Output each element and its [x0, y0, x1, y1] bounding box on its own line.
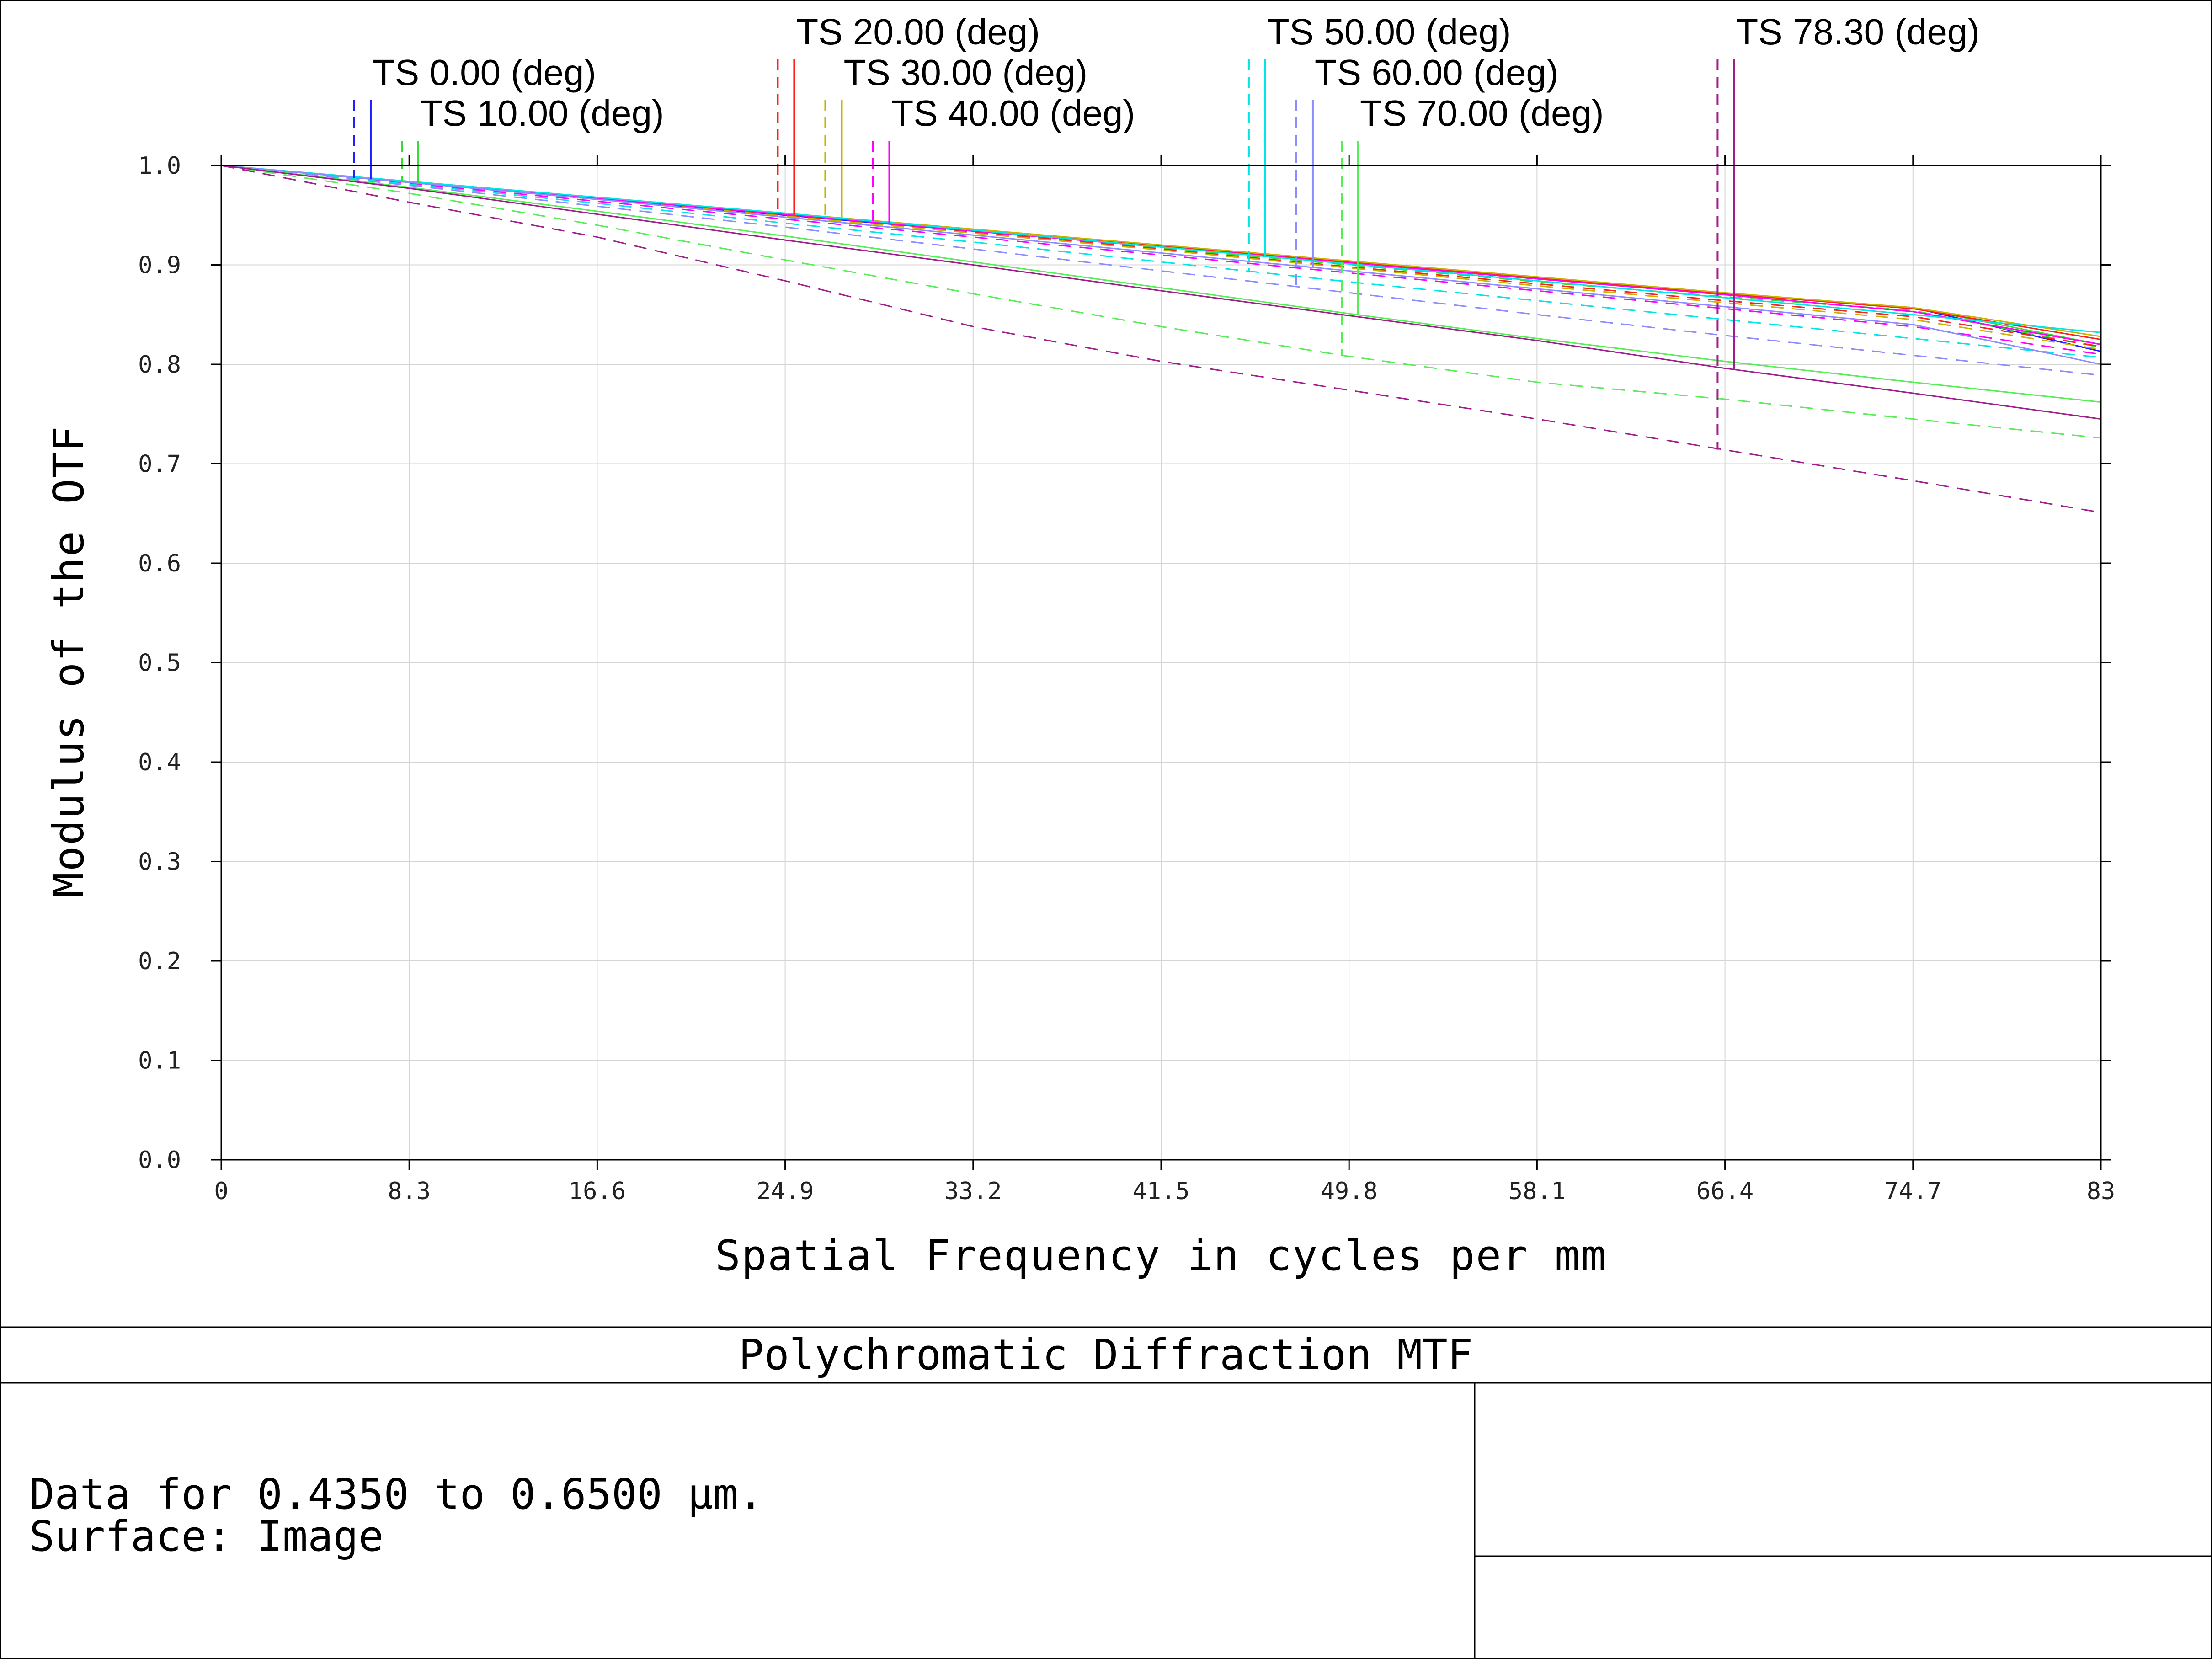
y-axis-title: Modulus of the OTF: [44, 426, 93, 898]
y-tick-label: 0.5: [138, 650, 181, 677]
y-tick-label: 0.1: [138, 1047, 181, 1075]
x-tick-label: 74.7: [1884, 1178, 1941, 1205]
field-label: TS 20.00 (deg): [796, 11, 1040, 52]
footer-title: Polychromatic Diffraction MTF: [739, 1330, 1473, 1379]
x-tick-label: 49.8: [1321, 1178, 1378, 1205]
y-tick-label: 0.4: [138, 749, 181, 776]
field-label: TS 0.00 (deg): [373, 52, 596, 93]
y-tick-label: 0.0: [138, 1147, 181, 1174]
x-tick-label: 58.1: [1508, 1178, 1566, 1205]
y-tick-label: 0.7: [138, 451, 181, 478]
field-label: TS 50.00 (deg): [1267, 11, 1511, 52]
x-tick-label: 66.4: [1696, 1178, 1754, 1205]
y-tick-label: 0.3: [138, 848, 181, 876]
sagittal-curve-field-5: [221, 165, 2101, 333]
field-markers: TS 0.00 (deg)TS 10.00 (deg) TS 20.00 (deg…: [353, 11, 1980, 450]
field-label: TS 70.00 (deg): [1360, 93, 1604, 133]
field-label: TS 60.00 (deg): [1315, 52, 1559, 93]
x-tick-label: 33.2: [944, 1178, 1002, 1205]
axis-ticks: 0 8.3 16.6 24.9 33.2 41.5 49.8 58.1 66.4 74.7 83 0.…: [138, 152, 2115, 1205]
y-tick-label: 1.0: [138, 152, 181, 180]
x-tick-label: 24.9: [757, 1178, 814, 1205]
field-label: TS 10.00 (deg): [420, 93, 664, 133]
tangential-curve-field-8: [221, 165, 2101, 513]
footer-info-surface: Surface: Image: [29, 1512, 384, 1561]
x-axis-title: Spatial Frequency in cycles per mm: [715, 1231, 1607, 1280]
plot-grid: [221, 165, 2101, 1160]
field-label: TS 40.00 (deg): [891, 93, 1135, 133]
sagittal-curve-field-8: [221, 165, 2101, 420]
y-tick-label: 0.2: [138, 948, 181, 975]
tangential-curve-field-7: [221, 165, 2101, 439]
mtf-curves: [221, 165, 2101, 513]
y-tick-label: 0.9: [138, 252, 181, 279]
y-tick-label: 0.6: [138, 550, 181, 577]
sagittal-curve-field-6: [221, 165, 2101, 365]
field-label: TS 30.00 (deg): [843, 52, 1087, 93]
field-label: TS 78.30 (deg): [1736, 11, 1980, 52]
x-tick-label: 16.6: [569, 1178, 626, 1205]
x-tick-label: 8.3: [388, 1178, 431, 1205]
x-tick-label: 83: [2087, 1178, 2116, 1205]
footer-info-wavelength: Data for 0.4350 to 0.6500 µm.: [29, 1470, 763, 1519]
x-tick-label: 41.5: [1132, 1178, 1189, 1205]
y-tick-label: 0.8: [138, 351, 181, 379]
x-tick-label: 0: [214, 1178, 228, 1205]
sagittal-curve-field-7: [221, 165, 2101, 403]
